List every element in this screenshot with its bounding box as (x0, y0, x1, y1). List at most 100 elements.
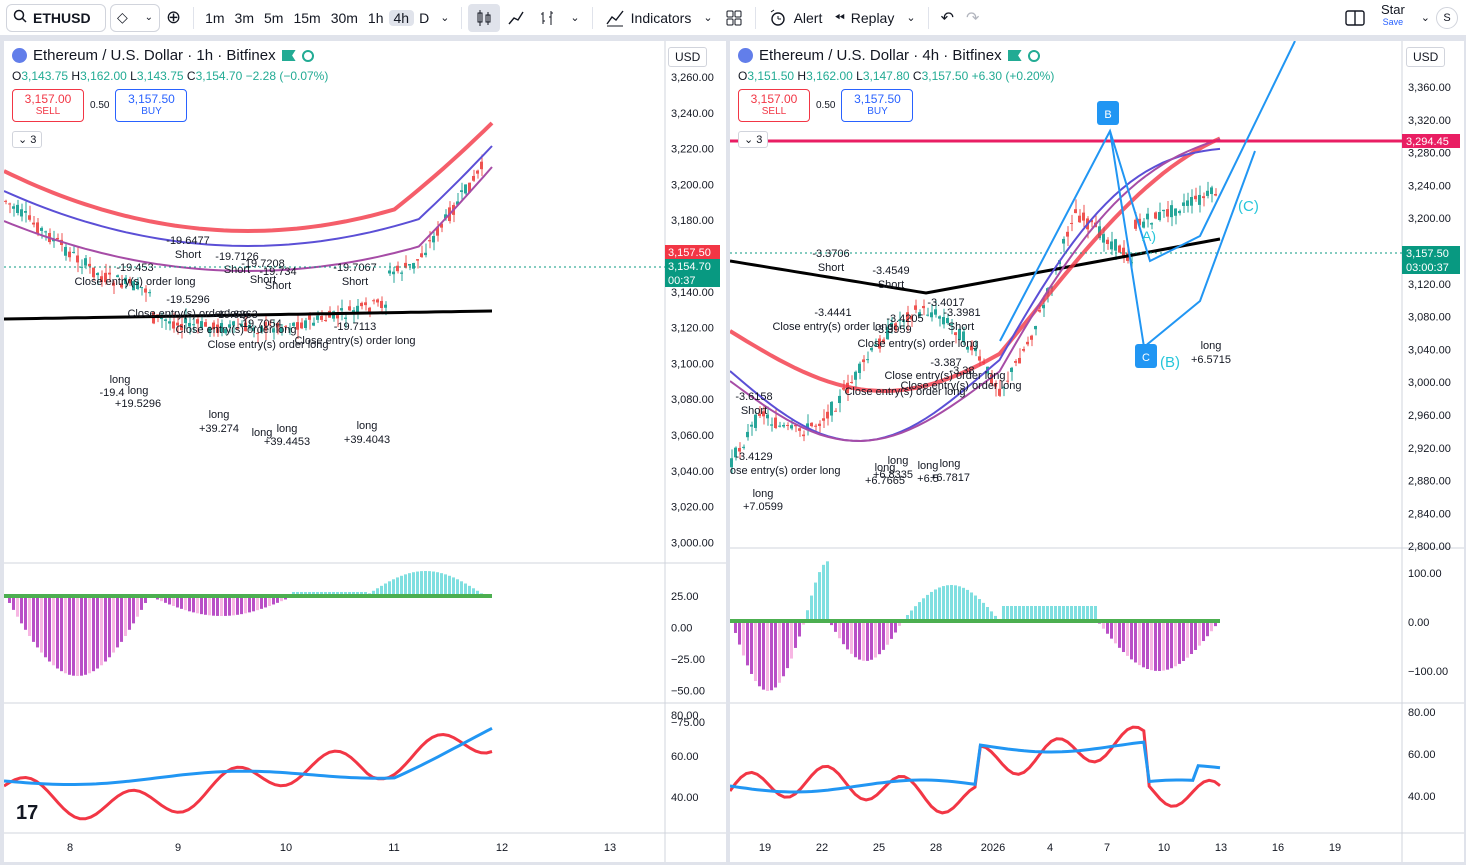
price-tick-label: 3,140.00 (671, 287, 714, 299)
macd-histogram-bar (88, 596, 91, 674)
interval-4h[interactable]: 4h (388, 9, 415, 26)
rsi-tick-label: 60.00 (1408, 749, 1436, 761)
open-value: 3,143.75 (21, 69, 69, 83)
flag-icon[interactable] (1007, 50, 1022, 61)
change-value: −2.28 (−0.07%) (245, 69, 329, 83)
candle-body (224, 328, 227, 334)
macd-histogram-bar (476, 590, 479, 596)
interval-5m[interactable]: 5m (264, 9, 284, 26)
trade-label: -19.7067 (333, 262, 376, 274)
macd-histogram-bar (790, 621, 793, 659)
indicator-collapse-toggle[interactable]: ⌄ 3 (12, 131, 43, 148)
chart-panel-4h[interactable]: 3,360.00 3,320.00 3,280.00 3,240.00 3,200.00… (730, 41, 1464, 862)
chart-canvas-4h[interactable]: 3,360.00 3,320.00 3,280.00 3,240.00 3,200.00… (730, 41, 1464, 862)
currency-selector[interactable]: USD (1406, 47, 1446, 67)
macd-histogram-bar (1186, 621, 1189, 658)
alert-button[interactable]: Alert (762, 4, 829, 32)
interval-1m[interactable]: 1m (205, 9, 225, 26)
candle-body (320, 315, 323, 320)
macd-histogram-bar (108, 596, 111, 658)
indicators-dropdown[interactable]: ⌄ (697, 4, 718, 32)
macd-histogram-bar (826, 561, 829, 621)
layout-save-button[interactable]: Star Save (1371, 3, 1415, 32)
price-tick-label: 2,840.00 (1408, 508, 1451, 520)
rsi-line (730, 725, 1221, 815)
interval-30m[interactable]: 30m (330, 9, 358, 26)
chart-type-candles-button[interactable] (468, 3, 501, 32)
compare-symbols-button[interactable]: ◇ ⌄ (110, 3, 160, 32)
rsi-tick-label: 80.00 (671, 710, 699, 722)
interval-D[interactable]: D (419, 9, 430, 26)
divider (461, 6, 463, 29)
trade-label: -19.6263 (214, 309, 257, 321)
candle-body (1082, 212, 1085, 221)
macd-histogram-bar (232, 596, 235, 616)
undo-button[interactable]: ↶ (935, 4, 960, 32)
candle-body (866, 359, 869, 361)
macd-histogram-bar (268, 596, 271, 606)
indicator-collapse-toggle[interactable]: ⌄ 3 (738, 131, 769, 148)
layout-button[interactable] (719, 4, 749, 32)
save-dropdown[interactable]: ⌄ (1415, 4, 1436, 32)
trade-label: long (277, 423, 298, 435)
candle-body (1162, 209, 1165, 212)
line-tools-button[interactable] (500, 4, 532, 32)
bar-chart-button[interactable] (532, 4, 564, 32)
candle-body (750, 424, 753, 427)
flag-icon[interactable] (281, 50, 296, 61)
candle-body (882, 339, 885, 343)
market-open-icon (301, 49, 314, 62)
candle-body (1150, 223, 1153, 225)
chevron-down-icon: ⌄ (144, 12, 153, 23)
candle-body (432, 236, 435, 243)
price-tick-label: 3,060.00 (671, 430, 714, 442)
interval-1h[interactable]: 1h (367, 9, 384, 26)
high-value: 3,162.00 (80, 69, 127, 83)
interval-3m[interactable]: 3m (234, 9, 254, 26)
interval-dropdown-button[interactable]: ⌄ (434, 4, 455, 32)
ethereum-icon (12, 48, 27, 63)
trade-label: Short (175, 249, 201, 261)
sell-button[interactable]: 3,157.00 SELL (738, 89, 810, 122)
candle-body (440, 223, 443, 228)
sell-button[interactable]: 3,157.00 SELL (12, 89, 84, 122)
macd-histogram-bar (168, 596, 171, 605)
candle-body (160, 318, 163, 320)
candle-body (308, 315, 311, 320)
add-symbol-button[interactable]: ⊕ (160, 4, 187, 32)
chart-canvas-1h[interactable]: 3,260.00 3,240.00 3,220.00 3,200.00 3,180.00… (4, 41, 726, 862)
macd-histogram-bar (874, 621, 877, 658)
candle-body (894, 323, 897, 331)
indicators-button[interactable]: Indicators (599, 4, 698, 32)
redo-button[interactable]: ↷ (960, 4, 985, 32)
bars-icon (541, 10, 554, 25)
trade-label: -19.7126 (215, 251, 258, 263)
replay-button[interactable]: ⏪︎ Replay (828, 4, 900, 32)
candle-body (1138, 218, 1141, 225)
interval-15m[interactable]: 15m (293, 9, 321, 26)
macd-histogram-bar (1046, 606, 1049, 621)
chart-panel-1h[interactable]: 3,260.00 3,240.00 3,220.00 3,200.00 3,180.00… (4, 41, 726, 862)
macd-histogram-bar (440, 573, 443, 596)
layout-panels-button[interactable] (1339, 4, 1371, 32)
currency-selector[interactable]: USD (668, 47, 708, 67)
macd-tick-label: −50.00 (671, 686, 705, 698)
candle-body (252, 327, 255, 332)
price-tick-label: 3,080.00 (671, 394, 714, 406)
last-price-label: 3,157.50 (668, 247, 711, 259)
buy-button[interactable]: 3,157.50 BUY (115, 89, 188, 122)
replay-dropdown[interactable]: ⌄ (900, 4, 921, 32)
macd-histogram-bar (272, 596, 275, 605)
buy-button[interactable]: 3,157.50 BUY (841, 89, 914, 122)
time-tick-label: 19 (759, 842, 771, 854)
chart-type-dropdown[interactable]: ⌄ (564, 4, 585, 32)
candle-body (264, 322, 267, 331)
avatar[interactable]: S (1436, 6, 1458, 29)
candle-body (1078, 215, 1081, 223)
time-tick-label: 12 (496, 842, 508, 854)
spread-value: 0.50 (816, 100, 836, 111)
symbol-search[interactable]: ETHUSD (6, 3, 106, 32)
rewind-icon: ⏪︎ (834, 9, 845, 25)
candle-body (144, 288, 147, 293)
wave-c-paren-label: (C) (1238, 198, 1259, 215)
